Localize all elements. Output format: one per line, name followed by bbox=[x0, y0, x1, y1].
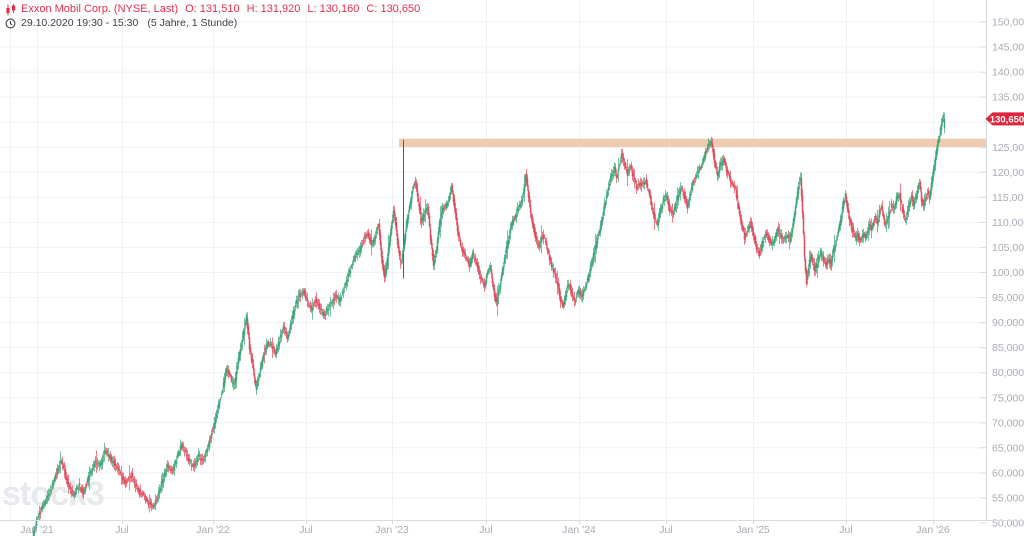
last-price-label: 130,650 bbox=[990, 114, 1024, 125]
interval-label: (5 Jahre, 1 Stunde) bbox=[147, 17, 238, 29]
time-tick-label: Jul bbox=[659, 524, 672, 536]
ohlc-open: O: 131,510 bbox=[185, 3, 240, 15]
time-tick-label: Jul bbox=[479, 524, 492, 536]
price-tick-label: 60,000 bbox=[992, 467, 1024, 479]
time-tick-label: Jul bbox=[839, 524, 852, 536]
price-tick-label: 110,000 bbox=[992, 217, 1024, 229]
candlestick-icon bbox=[5, 3, 17, 16]
timeframe-row: 29.10.2020 19:30 - 15:30 (5 Jahre, 1 Stu… bbox=[5, 17, 420, 30]
down-candle-bodies bbox=[39, 116, 945, 514]
ohlc-low: L: 130,160 bbox=[307, 3, 360, 15]
time-tick-label: Jan '24 bbox=[562, 524, 596, 536]
price-tick-label: 80,000 bbox=[992, 367, 1024, 379]
down-candle-wicks bbox=[40, 112, 944, 519]
date-range: 29.10.2020 19:30 - 15:30 bbox=[21, 17, 139, 29]
price-tick-label: 135,000 bbox=[992, 92, 1024, 104]
price-tick-label: 140,000 bbox=[992, 67, 1024, 79]
price-tick-label: 75,000 bbox=[992, 392, 1024, 404]
price-tick-label: 115,000 bbox=[992, 192, 1024, 204]
instrument-title: Exxon Mobil Corp. (NYSE, Last) bbox=[21, 3, 179, 15]
ohlc-close: C: 130,650 bbox=[366, 3, 421, 15]
price-axis[interactable]: 150,000 145,000 140,000 135,000 125,000 120,0… bbox=[980, 0, 1024, 530]
price-tick-label: 85,000 bbox=[992, 342, 1024, 354]
up-candle-bodies bbox=[32, 118, 946, 536]
price-tick-label: 105,000 bbox=[992, 242, 1024, 254]
time-tick-label: Jul bbox=[115, 524, 128, 536]
price-tick-label: 150,000 bbox=[992, 17, 1024, 29]
time-tick-label: Jul bbox=[299, 524, 312, 536]
clock-icon bbox=[5, 18, 16, 29]
resistance-zone[interactable] bbox=[399, 138, 986, 147]
time-tick-label: Jan '26 bbox=[916, 524, 950, 536]
time-tick-label: Jan '25 bbox=[736, 524, 770, 536]
gridlines bbox=[0, 0, 986, 520]
price-tick-label: 70,000 bbox=[992, 417, 1024, 429]
price-tick-label: 145,000 bbox=[992, 42, 1024, 54]
last-price-badge[interactable]: 130,650 bbox=[985, 112, 1024, 126]
ohlc-high: H: 131,920 bbox=[246, 3, 301, 15]
time-tick-label: Jan '22 bbox=[196, 524, 230, 536]
instrument-row: Exxon Mobil Corp. (NYSE, Last) O: 131,51… bbox=[5, 3, 420, 16]
price-tick-label: 65,000 bbox=[992, 442, 1024, 454]
chart-header: Exxon Mobil Corp. (NYSE, Last) O: 131,51… bbox=[5, 3, 420, 30]
price-tick-label: 120,000 bbox=[992, 167, 1024, 179]
price-tick-label: 125,000 bbox=[992, 142, 1024, 154]
price-tick-label: 90,000 bbox=[992, 317, 1024, 329]
candles bbox=[32, 112, 946, 536]
price-tick-label: 50,000 bbox=[992, 518, 1024, 530]
price-tick-label: 100,000 bbox=[992, 267, 1024, 279]
time-tick-label: Jan '23 bbox=[375, 524, 409, 536]
time-axis[interactable]: Jan '21 Jul Jan '22 Jul Jan '23 Jul Jan '24 Jul… bbox=[0, 520, 1024, 536]
price-tick-label: 55,000 bbox=[992, 492, 1024, 504]
time-tick-label: Jan '21 bbox=[20, 524, 54, 536]
price-tick-label: 95,000 bbox=[992, 292, 1024, 304]
